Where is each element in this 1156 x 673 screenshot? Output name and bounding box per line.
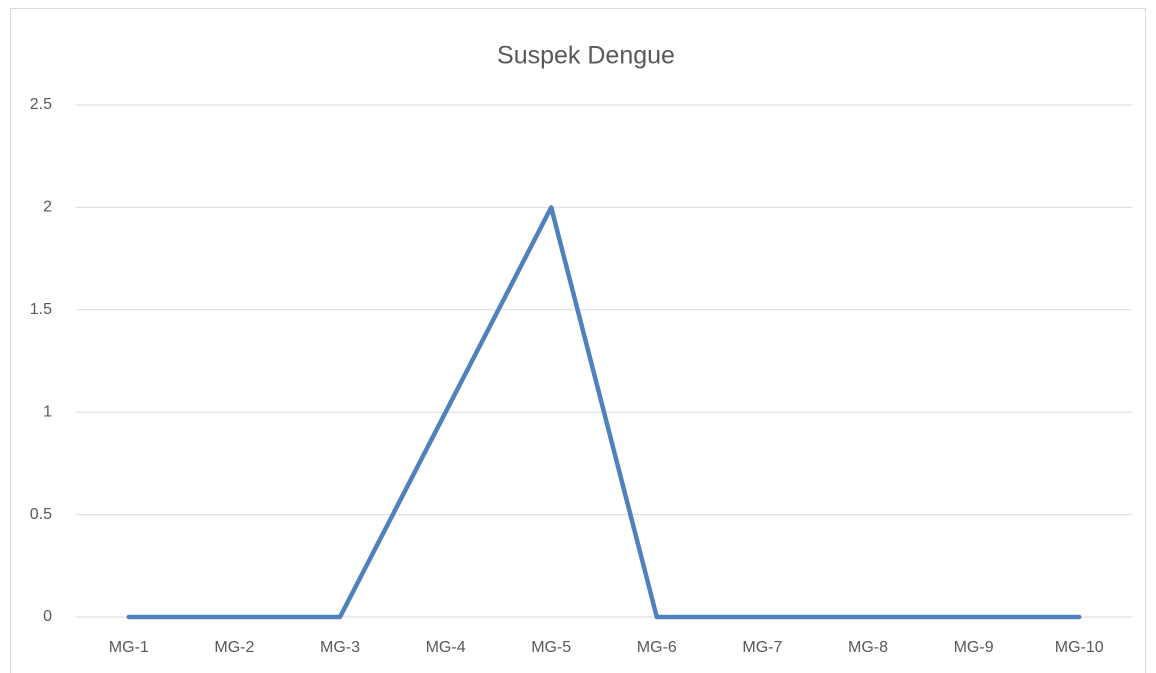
x-tick-label: MG-3 (320, 639, 360, 656)
x-tick-label: MG-9 (954, 639, 994, 656)
chart-title: Suspek Dengue (497, 42, 675, 70)
x-tick-label: MG-6 (637, 639, 677, 656)
chart-border (10, 8, 1146, 673)
y-tick-label: 0 (43, 608, 52, 625)
x-tick-label: MG-8 (848, 639, 888, 656)
x-tick-label: MG-1 (109, 639, 149, 656)
x-tick-label: MG-4 (426, 639, 466, 656)
y-tick-label: 2.5 (30, 96, 52, 113)
y-tick-label: 1 (43, 403, 52, 420)
line-series (126, 205, 1082, 620)
x-tick-label: MG-5 (531, 639, 571, 656)
x-tick-label: MG-7 (742, 639, 782, 656)
x-tick-label: MG-2 (214, 639, 254, 656)
y-tick-label: 1.5 (30, 301, 52, 318)
y-tick-label: 2 (43, 199, 52, 216)
y-tick-label: 0.5 (30, 506, 52, 523)
x-tick-label: MG-10 (1055, 639, 1104, 656)
